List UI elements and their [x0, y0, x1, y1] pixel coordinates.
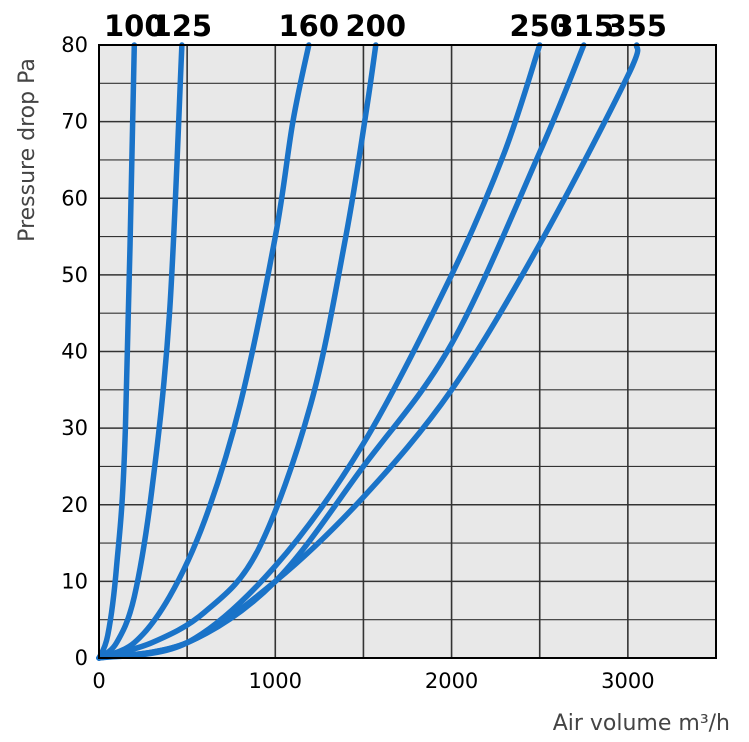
x-tick-label: 2000	[425, 669, 478, 693]
series-line-355	[96, 42, 641, 661]
series-label-355: 355	[606, 9, 667, 43]
y-tick-label: 80	[61, 33, 88, 57]
series-line-100	[96, 42, 138, 661]
grid	[99, 45, 716, 658]
y-tick-label: 10	[61, 569, 88, 593]
series-label-315: 315	[554, 9, 615, 43]
y-tick-label: 40	[61, 340, 88, 364]
y-tick-label: 50	[61, 263, 88, 287]
series-label-125: 125	[152, 9, 213, 43]
y-tick-label: 30	[61, 416, 88, 440]
series-line-125	[96, 42, 185, 661]
x-tick-label: 0	[92, 669, 105, 693]
series-label-200: 200	[345, 9, 406, 43]
series-label-250: 250	[509, 9, 570, 43]
series-line-160	[96, 42, 312, 661]
series-label-100: 100	[104, 9, 165, 43]
y-tick-label: 20	[61, 493, 88, 517]
x-tick-label: 1000	[249, 669, 302, 693]
plot-border	[98, 44, 717, 659]
series-line-200	[96, 42, 379, 661]
y-tick-label: 70	[61, 110, 88, 134]
y-tick-label: 60	[61, 186, 88, 210]
series-lines	[96, 42, 641, 661]
x-tick-label: 3000	[601, 669, 654, 693]
series-label-160: 160	[279, 9, 340, 43]
y-tick-label: 0	[75, 646, 88, 670]
x-axis-title: Air volume m³/h	[553, 711, 730, 736]
y-axis-title: Pressure drop Pa	[15, 58, 40, 242]
tick-labels: 0 10 20 30 40 50 60 70 80 0 1000 2000 3000	[61, 33, 654, 693]
